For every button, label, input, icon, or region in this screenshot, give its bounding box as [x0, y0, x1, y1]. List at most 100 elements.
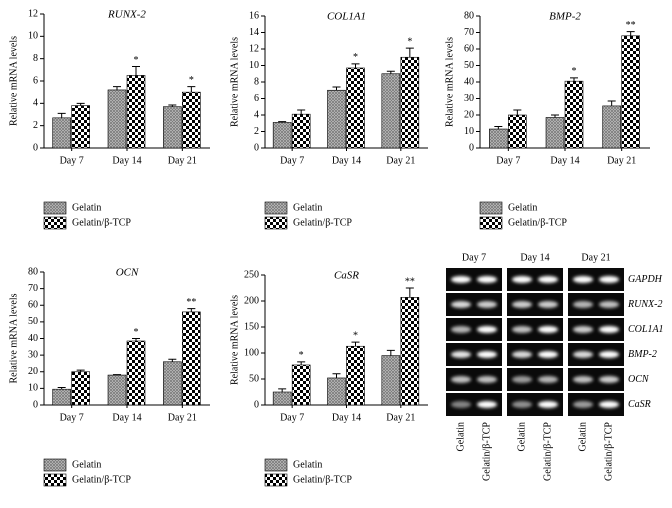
significance-label: *: [134, 327, 139, 338]
significance-label: *: [353, 52, 358, 63]
error-bar: [132, 65, 140, 76]
chart-title: CaSR: [334, 270, 359, 282]
legend-swatch: [264, 201, 288, 215]
legend-swatch: [264, 216, 288, 230]
legend-swatch: [43, 201, 67, 215]
x-tick-label: Day 7: [60, 155, 84, 166]
gel-band: [538, 401, 558, 408]
significance-label: *: [134, 55, 139, 66]
y-tick-label: 4: [254, 109, 259, 120]
gel-lane-label: Gelatin: [516, 422, 527, 451]
legend-swatch: [479, 201, 503, 215]
significance-label: *: [299, 350, 304, 361]
y-tick-label: 4: [33, 98, 38, 109]
gel-band: [512, 351, 532, 358]
error-bar: [405, 47, 414, 58]
gel-gene-label: GAPDH: [628, 274, 663, 285]
legend-label: Gelatin/β-TCP: [293, 474, 352, 485]
gel-band: [538, 276, 558, 283]
x-tick-label: Day 21: [386, 155, 415, 166]
y-tick-label: 40: [464, 76, 474, 87]
bar: [126, 340, 146, 406]
gel-band: [512, 276, 532, 283]
gel-band: [538, 301, 558, 308]
x-tick-label: Day 21: [607, 155, 636, 166]
y-tick-label: 100: [244, 347, 259, 358]
gel-gene-label: OCN: [628, 374, 650, 385]
gel-band: [477, 376, 497, 383]
legend-label: Gelatin: [72, 202, 101, 213]
gel-cell: [568, 343, 624, 366]
error-bar: [76, 369, 85, 372]
error-bar: [57, 112, 66, 118]
y-tick-label: 10: [464, 126, 474, 137]
gel-lane-label: Gelatin: [455, 422, 466, 451]
gel-band: [512, 376, 532, 383]
bar: [400, 297, 420, 406]
chart-title: COL1A1: [327, 11, 366, 23]
error-bar: [351, 63, 360, 68]
gel-band: [477, 276, 497, 283]
error-bar: [494, 126, 503, 130]
y-tick-label: 70: [464, 27, 474, 38]
bar: [508, 114, 527, 149]
bar: [272, 391, 292, 406]
significance-label: *: [407, 36, 412, 47]
y-tick-label: 50: [28, 316, 38, 327]
bar: [52, 388, 71, 406]
x-tick-label: Day 14: [550, 155, 579, 166]
gel-gene-label: BMP-2: [628, 349, 657, 360]
bar: [291, 364, 311, 406]
y-tick-label: 50: [464, 60, 474, 71]
bar: [71, 371, 90, 406]
chart-title: BMP-2: [549, 11, 581, 23]
gel-cell: [446, 268, 502, 291]
gel-cell: [446, 318, 502, 341]
gel-band: [451, 376, 471, 383]
x-tick-label: Day 14: [332, 412, 361, 423]
y-tick-label: 6: [33, 75, 38, 86]
gel-band: [573, 276, 593, 283]
y-tick-label: 14: [249, 27, 259, 38]
legend-swatch: [43, 216, 67, 230]
gel-gene-label: RUNX-2: [627, 299, 662, 310]
bar: [381, 355, 401, 406]
error-bar: [57, 387, 66, 390]
legend-swatch: [264, 458, 288, 472]
gel-band: [573, 401, 593, 408]
significance-label: **: [186, 297, 196, 308]
gel-band: [599, 401, 619, 408]
x-tick-label: Day 21: [168, 412, 197, 423]
gel-band: [451, 276, 471, 283]
y-tick-label: 30: [28, 349, 38, 360]
error-bar: [551, 114, 559, 118]
gel-day-label: Day 7: [462, 252, 486, 263]
error-bar: [187, 308, 196, 312]
bar: [346, 345, 365, 406]
significance-label: **: [626, 20, 636, 31]
y-axis-label: Relative mRNA levels: [8, 36, 19, 126]
y-axis-label: Relative mRNA levels: [229, 37, 240, 127]
x-tick-label: Day 14: [112, 155, 141, 166]
gel-day-label: Day 21: [581, 252, 610, 263]
gel-band: [477, 326, 497, 333]
y-tick-label: 60: [464, 43, 474, 54]
bar: [327, 377, 346, 406]
bar: [182, 91, 201, 149]
y-tick-label: 16: [249, 10, 259, 21]
x-tick-label: Day 21: [168, 155, 197, 166]
gel-cell: [507, 343, 563, 366]
legend-swatch: [479, 216, 503, 230]
gel-band: [599, 351, 619, 358]
y-tick-label: 70: [28, 283, 38, 294]
y-tick-label: 0: [33, 142, 38, 153]
bar: [163, 106, 182, 149]
error-bar: [513, 109, 522, 115]
bar: [182, 311, 201, 406]
y-tick-label: 20: [464, 109, 474, 120]
bar: [545, 117, 565, 149]
y-tick-label: 250: [244, 269, 259, 280]
y-tick-label: 8: [33, 53, 38, 64]
gel-cell: [507, 393, 563, 416]
